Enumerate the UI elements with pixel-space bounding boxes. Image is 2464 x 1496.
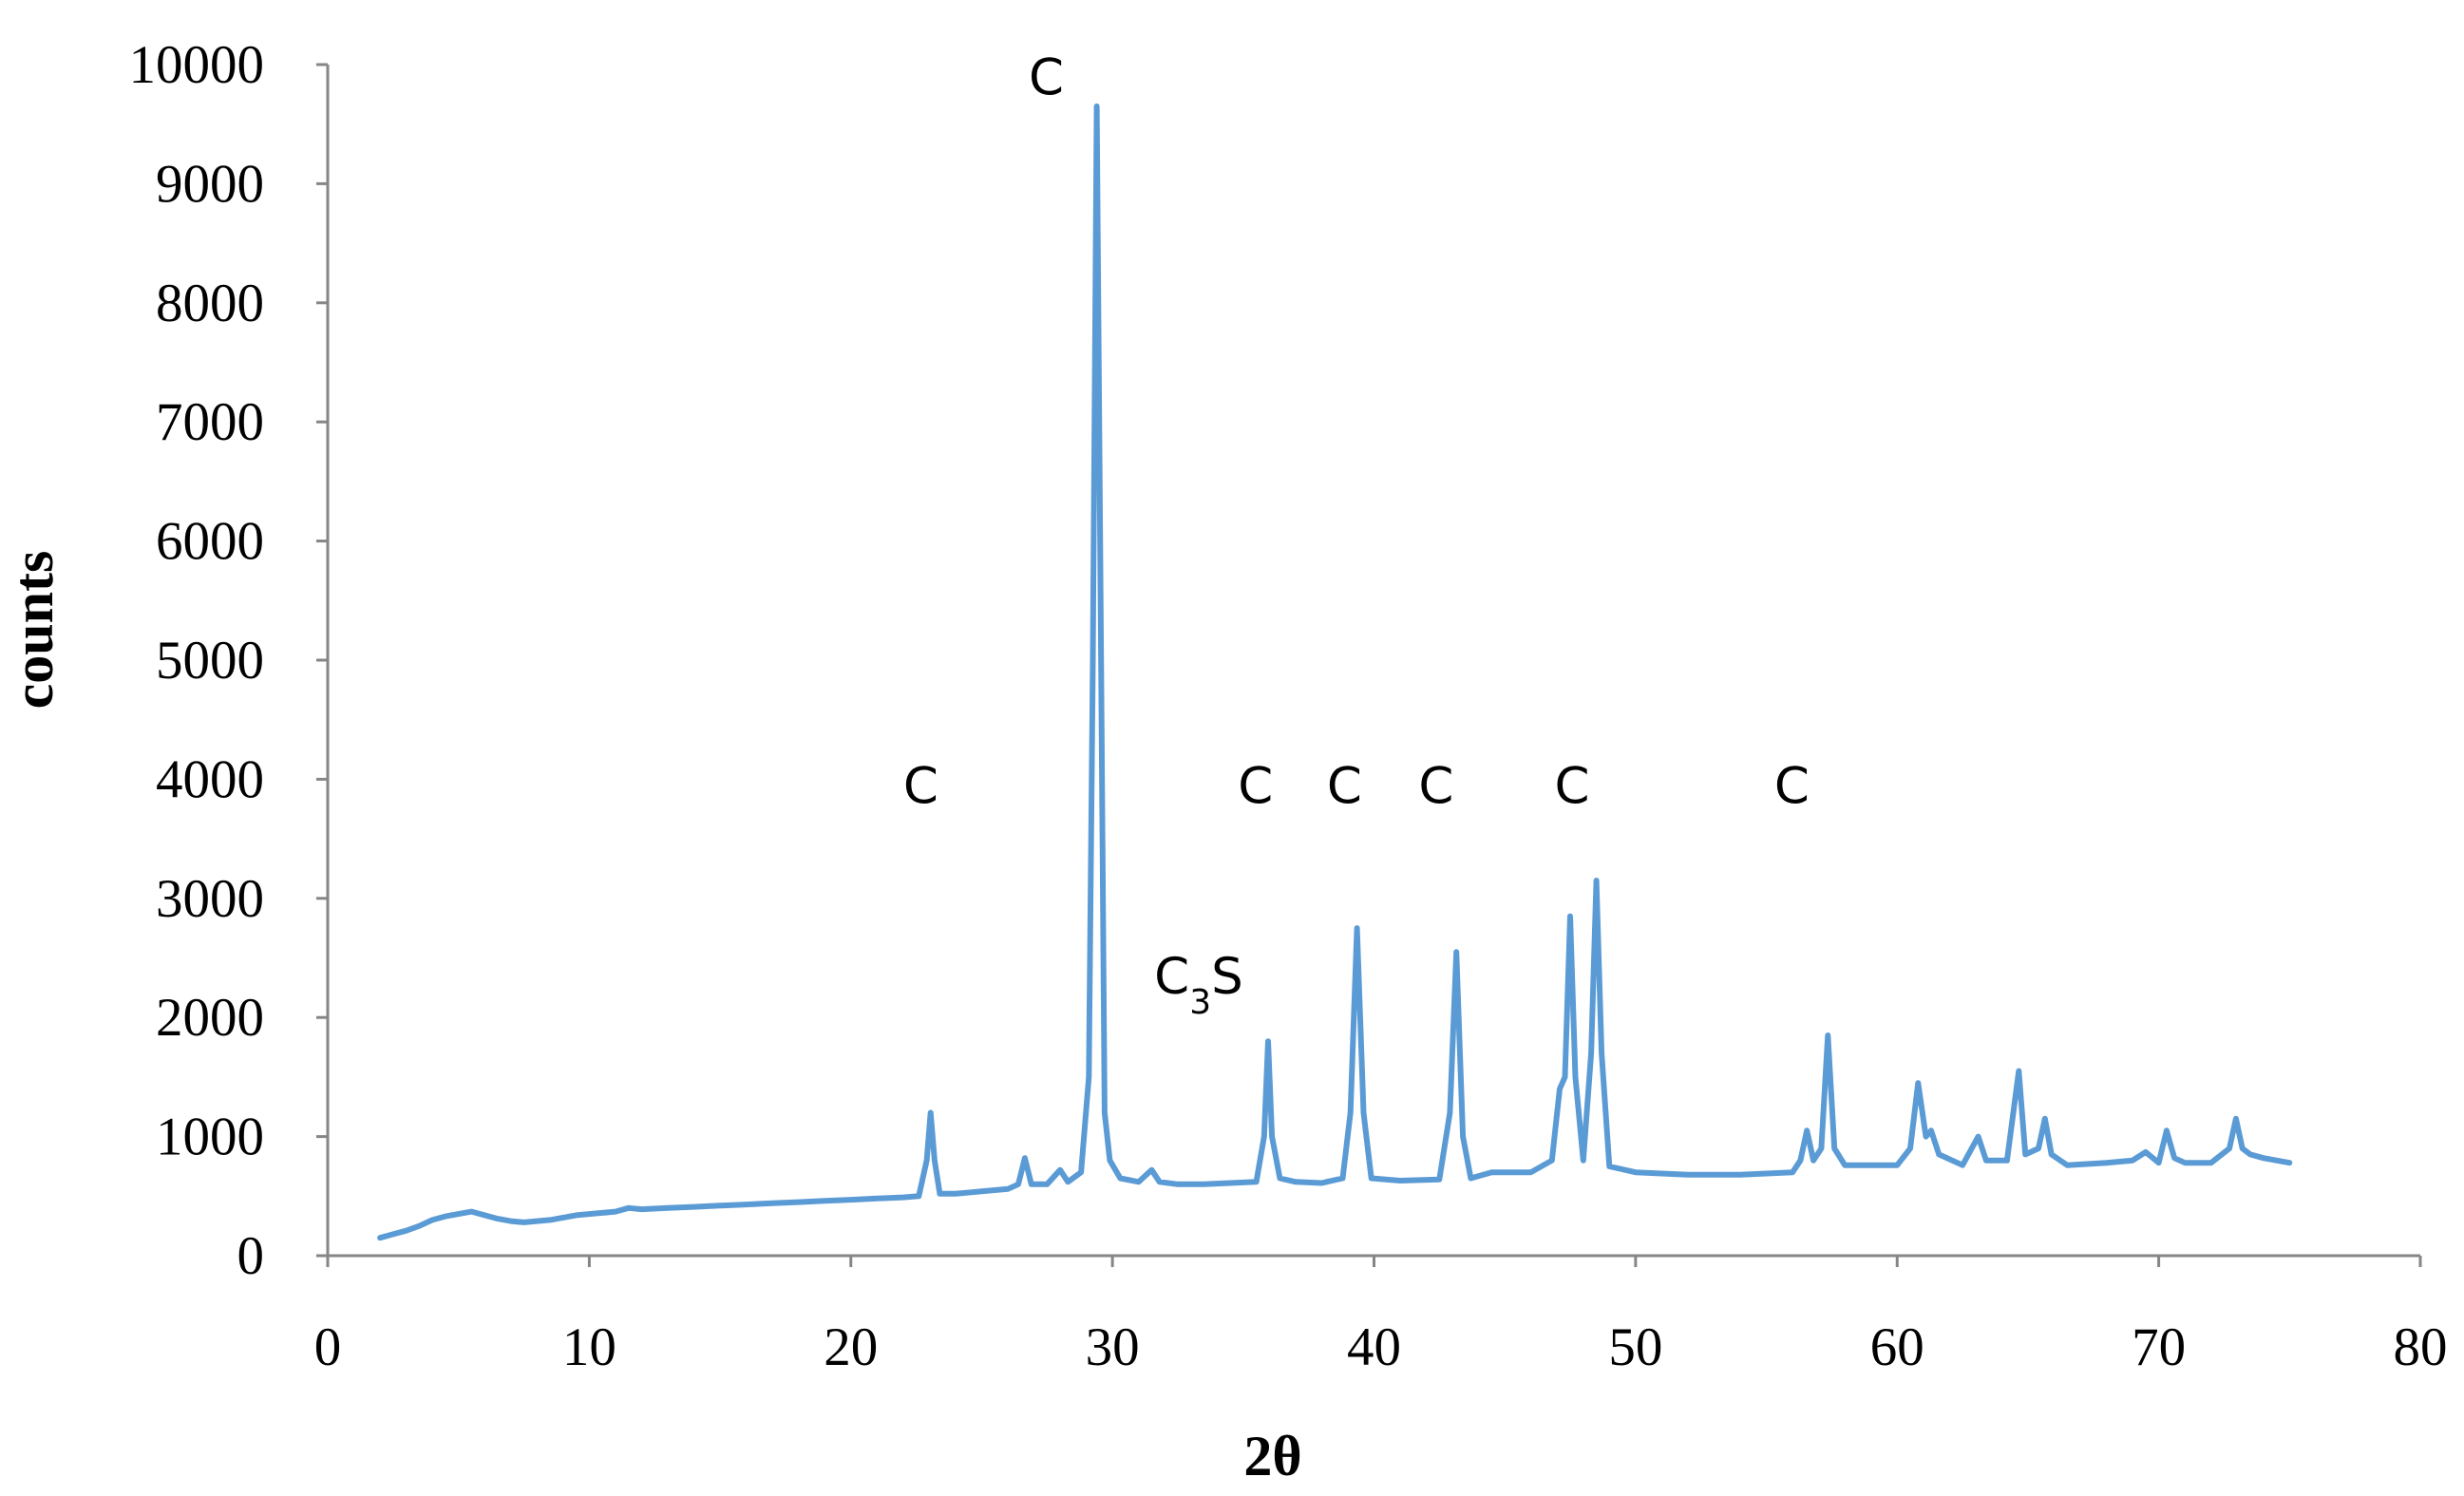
x-tick-label: 50: [1608, 1317, 1662, 1377]
x-tick-label: 40: [1347, 1317, 1401, 1377]
y-tick-label: 3000: [156, 869, 264, 929]
x-tick-label: 80: [2394, 1317, 2448, 1377]
y-axis-title: counts: [2, 551, 65, 710]
y-tick-label: 5000: [156, 631, 264, 691]
peak-label: C: [1774, 757, 1810, 815]
peak-label: C: [1555, 757, 1590, 815]
peak-label: C: [903, 757, 938, 815]
peak-label: C: [1238, 757, 1273, 815]
peak-label: C3S: [1154, 948, 1243, 1022]
peak-label: C: [1418, 757, 1453, 815]
peak-label: C: [1327, 757, 1362, 815]
x-tick-label: 20: [824, 1317, 878, 1377]
y-tick-label: 4000: [156, 749, 264, 809]
y-tick-label: 2000: [156, 988, 264, 1048]
x-tick-label: 10: [562, 1317, 616, 1377]
y-tick-label: 1000: [156, 1108, 264, 1167]
x-tick-label: 70: [2132, 1317, 2186, 1377]
y-tick-label: 0: [237, 1226, 265, 1286]
y-tick-label: 9000: [156, 154, 264, 214]
y-tick-label: 10000: [129, 35, 265, 95]
x-axis-title: 2θ: [1243, 1425, 1301, 1487]
series-line: [377, 103, 2293, 1241]
y-tick-label: 8000: [156, 274, 264, 333]
x-tick-label: 60: [1870, 1317, 1924, 1377]
x-tick-label: 30: [1086, 1317, 1140, 1377]
y-tick-label: 7000: [156, 392, 264, 452]
tick-labels: 0100020003000400050006000700080009000100…: [129, 35, 2448, 1377]
peak-label: C: [1029, 48, 1064, 106]
axes: [316, 63, 2422, 1267]
y-tick-label: 6000: [156, 512, 264, 572]
x-tick-label: 0: [314, 1317, 342, 1377]
